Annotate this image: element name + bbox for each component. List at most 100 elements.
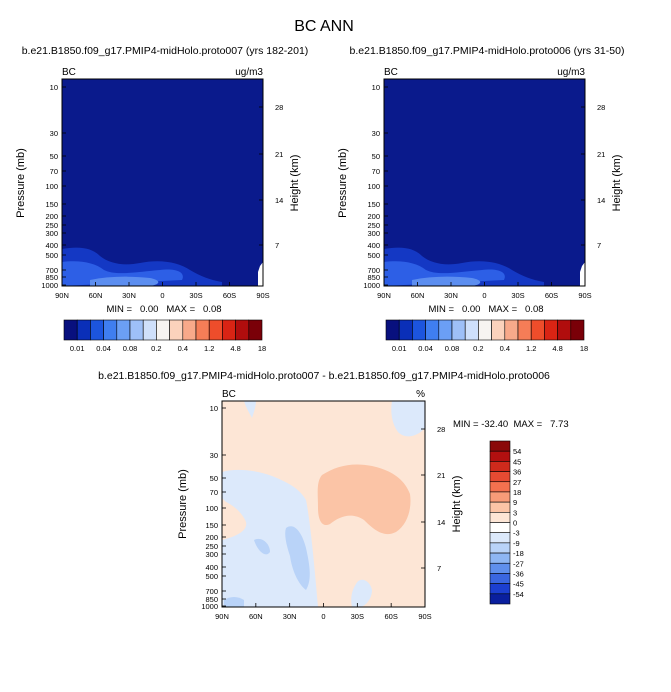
colorbar-label: 0 xyxy=(513,519,517,528)
y-right-tick-label: 7 xyxy=(275,241,279,250)
panel-c-y-ticks-right: 28 21 14 7 xyxy=(421,425,445,573)
y-tick-label: 250 xyxy=(45,221,58,230)
panel-c-y-axis-label-right: Height (km) xyxy=(451,476,463,533)
colorbar-box xyxy=(489,542,511,554)
panel-a-surface-layer-3 xyxy=(90,276,159,286)
panel-b-variable-label: BC xyxy=(384,67,398,78)
colorbar-box xyxy=(76,319,91,341)
colorbar-label: 0.08 xyxy=(445,344,460,353)
y-tick-label: 400 xyxy=(367,241,380,250)
y-tick-label: 150 xyxy=(45,200,58,209)
colorbar-label: 0.2 xyxy=(473,344,483,353)
colorbar-box xyxy=(63,319,78,341)
x-tick-label: 30N xyxy=(444,291,458,300)
panel-c-title: b.e21.B1850.f09_g17.PMIP4-midHolo.proto0… xyxy=(98,370,550,382)
y-tick-label: 1000 xyxy=(201,602,218,611)
panel-a-polar-surface xyxy=(258,262,263,286)
panel-a: b.e21.B1850.f09_g17.PMIP4-midHolo.proto0… xyxy=(15,45,308,353)
x-tick-label: 30S xyxy=(511,291,524,300)
y-tick-label: 200 xyxy=(367,212,380,221)
y-tick-label: 100 xyxy=(205,504,218,513)
y-tick-label: 70 xyxy=(210,488,218,497)
colorbar-label: -3 xyxy=(513,529,520,538)
y-right-tick-label: 21 xyxy=(275,150,283,159)
y-tick-label: 10 xyxy=(50,83,58,92)
panel-b-title: b.e21.B1850.f09_g17.PMIP4-midHolo.proto0… xyxy=(350,45,625,57)
colorbar-box xyxy=(222,319,236,341)
y-tick-label: 250 xyxy=(367,221,380,230)
colorbar-box xyxy=(489,583,511,595)
y-tick-label: 100 xyxy=(367,182,380,191)
y-tick-label: 50 xyxy=(372,152,380,161)
colorbar-label: -27 xyxy=(513,559,524,568)
colorbar-box xyxy=(116,319,131,341)
panel-b-field-background xyxy=(384,79,585,286)
colorbar-label: 9 xyxy=(513,498,517,507)
y-tick-label: 1000 xyxy=(41,281,58,290)
panel-c-variable-label: BC xyxy=(222,389,236,400)
colorbar-box xyxy=(103,319,118,341)
y-right-tick-label: 21 xyxy=(597,150,605,159)
panel-b-colorbar: 0.01 0.04 0.08 0.2 0.4 1.2 4.8 18 xyxy=(385,319,588,353)
colorbar-box xyxy=(235,319,250,341)
colorbar-box xyxy=(489,573,511,584)
y-tick-label: 70 xyxy=(372,167,380,176)
colorbar-box xyxy=(398,319,413,341)
colorbar-label: 18 xyxy=(258,344,266,353)
y-tick-label: 150 xyxy=(367,200,380,209)
y-tick-label: 700 xyxy=(205,587,218,596)
colorbar-label: -45 xyxy=(513,580,524,589)
panel-c-stats: MIN = -32.40 MAX = 7.73 xyxy=(453,419,569,430)
y-tick-label: 1000 xyxy=(363,281,380,290)
panel-b-y-axis-label-right: Height (km) xyxy=(611,155,623,212)
y-tick-label: 500 xyxy=(205,572,218,581)
colorbar-label: 1.2 xyxy=(526,344,536,353)
x-tick-label: 60S xyxy=(545,291,558,300)
panel-c-field xyxy=(222,401,425,607)
colorbar-box xyxy=(489,532,511,544)
colorbar-label: 0.08 xyxy=(123,344,138,353)
y-right-tick-label: 14 xyxy=(597,196,605,205)
panel-a-y-ticks-right: 28 21 14 7 xyxy=(259,103,283,250)
colorbar-box xyxy=(489,593,511,605)
y-tick-label: 700 xyxy=(45,266,58,275)
y-tick-label: 150 xyxy=(205,521,218,530)
colorbar-box xyxy=(489,562,511,574)
colorbar-box xyxy=(451,319,466,341)
colorbar-box xyxy=(489,522,511,533)
y-right-tick-label: 28 xyxy=(597,103,605,112)
panel-b-polar-surface xyxy=(580,262,585,286)
colorbar-box xyxy=(489,471,511,483)
x-tick-label: 30S xyxy=(189,291,202,300)
colorbar-label: -18 xyxy=(513,549,524,558)
colorbar-box xyxy=(570,319,585,341)
y-tick-label: 300 xyxy=(205,550,218,559)
x-tick-label: 60N xyxy=(411,291,425,300)
panel-c-negative-patch-mid xyxy=(285,526,310,590)
colorbar-box xyxy=(489,481,511,493)
panel-a-colorbar: 0.01 0.04 0.08 0.2 0.4 1.2 4.8 18 xyxy=(63,319,266,353)
colorbar-box xyxy=(489,501,511,513)
y-tick-label: 400 xyxy=(45,241,58,250)
colorbar-label: 0.4 xyxy=(178,344,188,353)
panel-c: b.e21.B1850.f09_g17.PMIP4-midHolo.proto0… xyxy=(98,370,569,621)
colorbar-box xyxy=(182,319,197,341)
y-tick-label: 100 xyxy=(45,182,58,191)
colorbar-box xyxy=(504,319,519,341)
panel-a-x-ticks: 90N 60N 30N 0 30S 60S 90S xyxy=(55,282,270,300)
y-right-tick-label: 7 xyxy=(437,564,441,573)
colorbar-box xyxy=(129,319,144,341)
colorbar-label: 0.04 xyxy=(418,344,433,353)
colorbar-box xyxy=(169,319,184,341)
colorbar-box xyxy=(156,319,170,341)
colorbar-label: 0.04 xyxy=(96,344,111,353)
y-tick-label: 850 xyxy=(205,595,218,604)
x-tick-label: 0 xyxy=(482,291,486,300)
y-tick-label: 250 xyxy=(205,542,218,551)
y-tick-label: 30 xyxy=(210,451,218,460)
colorbar-label: 36 xyxy=(513,468,521,477)
x-tick-label: 30S xyxy=(351,612,364,621)
y-tick-label: 200 xyxy=(45,212,58,221)
colorbar-label: 0.4 xyxy=(500,344,510,353)
